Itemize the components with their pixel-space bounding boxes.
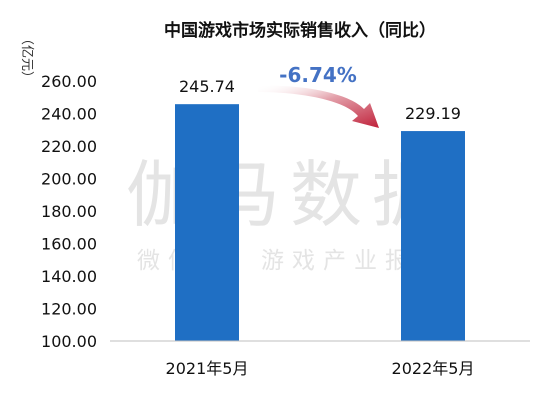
chart-title: 中国游戏市场实际销售收入（同比） [164,20,436,41]
y-tick-label: 100.00 [41,332,97,351]
bar-data-label: 229.19 [405,104,461,123]
y-tick-label: 160.00 [41,235,97,254]
bar [175,104,239,341]
y-axis-unit-label: （亿元） [19,32,34,84]
bar-data-label: 245.74 [179,77,235,96]
change-arrow [258,85,379,128]
change-label: -6.74% [279,63,357,87]
x-category-label: 2021年5月 [166,359,249,378]
y-tick-label: 220.00 [41,137,97,156]
y-tick-label: 200.00 [41,170,97,189]
x-category-label: 2022年5月 [392,359,475,378]
y-tick-label: 180.00 [41,202,97,221]
y-tick-label: 260.00 [41,72,97,91]
y-tick-label: 240.00 [41,105,97,124]
y-tick-label: 120.00 [41,300,97,319]
y-tick-label: 140.00 [41,267,97,286]
bar [401,131,465,341]
